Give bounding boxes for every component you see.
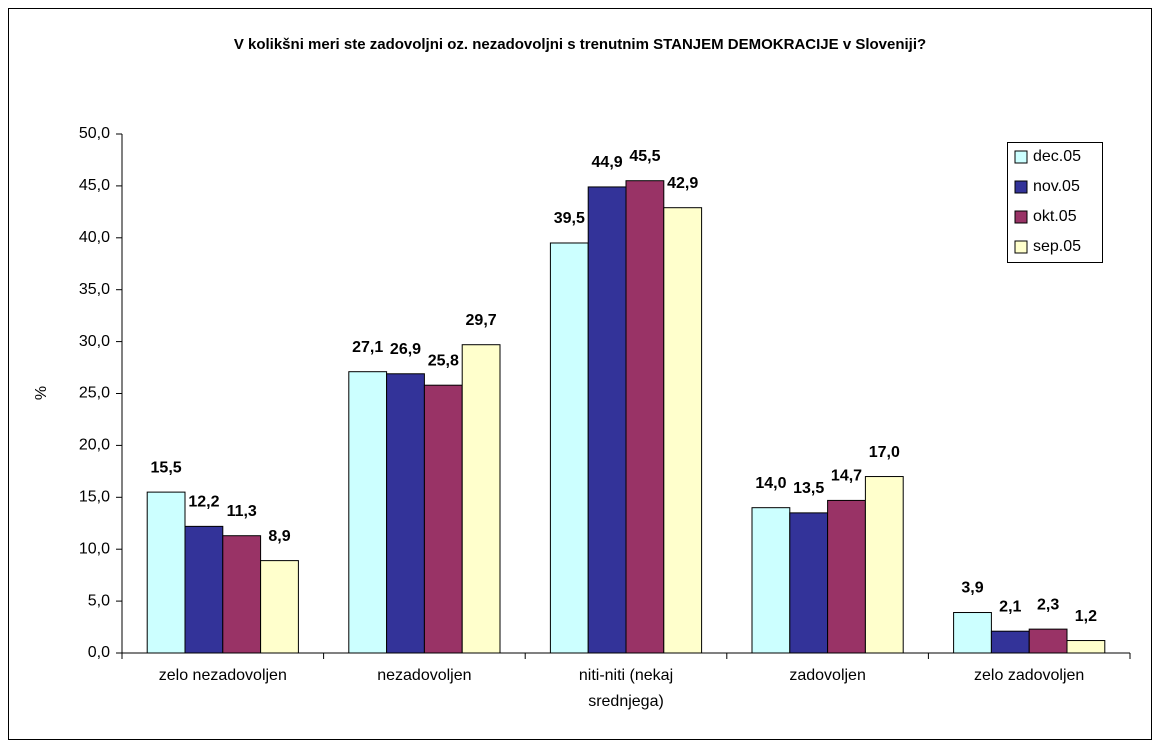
y-tick-label: 10,0 [79,540,110,557]
bar [461,344,501,654]
bar [260,560,299,654]
bar [990,630,1030,654]
bar [827,499,866,654]
data-label: 26,9 [390,341,421,358]
data-label: 14,0 [755,475,786,492]
bar [953,612,992,654]
bar [549,242,589,654]
data-label: 2,3 [1037,596,1059,613]
data-label: 11,3 [227,503,257,520]
x-tick-label: zelo zadovoljen [974,667,1085,684]
data-label: 13,5 [793,480,824,497]
bar [625,180,665,654]
y-tick-label: 5,0 [88,592,110,609]
bar [789,512,829,654]
data-label: 39,5 [554,210,585,227]
bar [1066,640,1106,654]
legend-label: dec.05 [1033,148,1081,165]
legend-swatch [1014,210,1028,224]
y-tick-label: 25,0 [79,385,110,402]
legend-swatch [1014,150,1028,164]
bar [751,507,791,654]
y-tick-label: 15,0 [79,489,110,506]
data-label: 3,9 [961,580,983,597]
data-label: 45,5 [629,148,660,165]
data-label: 12,2 [188,494,219,511]
chart-title: V kolikšni meri ste zadovoljni oz. nezad… [233,36,927,53]
data-label: 44,9 [592,154,623,171]
bar [864,476,904,654]
bar [1028,628,1068,654]
legend-label: sep.05 [1033,238,1081,255]
data-label: 15,5 [151,459,182,476]
legend-swatch [1014,240,1028,254]
bar [348,371,388,654]
legend-swatch [1014,180,1028,194]
y-tick-label: 20,0 [79,437,110,454]
bar [222,535,262,654]
bar [386,373,425,654]
data-label: 8,9 [268,528,290,545]
data-label: 17,0 [869,444,900,461]
bar [423,384,463,654]
data-label: 29,7 [466,312,497,329]
y-tick-label: 35,0 [79,281,110,298]
y-tick-label: 45,0 [79,177,110,194]
y-tick-label: 30,0 [79,333,110,350]
data-label: 25,8 [428,352,459,369]
data-label: 1,2 [1075,608,1097,625]
data-label: 27,1 [352,339,383,356]
bar [146,491,186,654]
x-tick-label: zelo nezadovoljen [158,667,287,684]
y-tick-label: 40,0 [79,229,110,246]
bar [663,207,703,654]
y-tick-label: 50,0 [79,125,110,142]
legend-label: nov.05 [1033,178,1080,195]
data-label: 42,9 [667,175,698,192]
bar [587,186,627,654]
x-tick-label: nezadovoljen [377,667,472,684]
x-tick-label: zadovoljen [789,667,866,684]
x-tick-label: niti-niti (nekaj srednjega) [578,667,674,710]
y-tick-label: 0,0 [88,644,110,661]
data-label: 14,7 [831,468,862,485]
legend-label: okt.05 [1033,208,1077,225]
bar [184,525,224,654]
y-axis-label: % [33,386,50,400]
data-label: 2,1 [999,598,1021,615]
